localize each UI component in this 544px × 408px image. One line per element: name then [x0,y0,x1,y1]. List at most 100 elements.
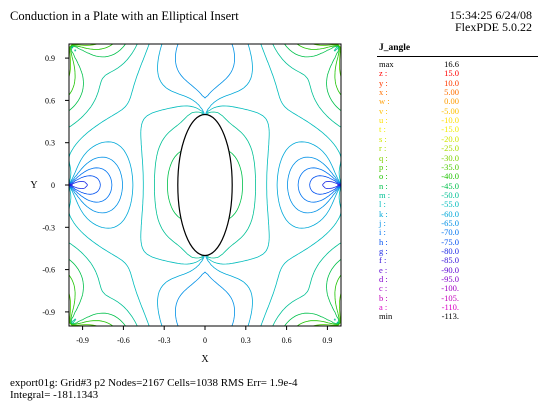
x-tick-label: -0.6 [117,336,130,345]
legend-entry: i : -70.0 [379,228,459,237]
legend-entry: u : -10.0 [379,116,459,125]
legend-value: -50.0 [441,189,459,200]
x-tick-label: 0 [203,336,207,345]
x-tick-label: 0.3 [241,336,251,345]
legend-entry: a : -110. [379,303,459,312]
legend-key: c : [379,283,388,294]
x-axis-label: X [201,354,209,365]
y-tick-label: -0.9 [42,308,55,317]
legend-key: min [379,311,393,322]
legend-key: a : [379,302,388,313]
legend-entry: x : 5.00 [379,88,459,97]
x-tick-label: -0.9 [76,336,89,345]
legend-entry: r : -25.0 [379,144,459,153]
legend-key: p : [379,161,388,172]
legend-key: f : [379,255,387,266]
legend-key: l : [379,199,386,210]
legend-entry: t : -15.0 [379,125,459,134]
contour-lines [68,43,342,327]
legend-key: o : [379,171,388,182]
legend-entry: p : -35.0 [379,161,459,172]
legend-value: 15.0 [444,68,459,79]
legend-value: -80.0 [441,246,459,256]
legend-value: 16.6 [444,59,459,69]
legend-key: u : [379,115,388,126]
y-axis-ticks: 0.9 0.6 0.3 0 -0.3 -0.6 -0.9 [42,54,69,317]
y-tick-label: -0.6 [42,266,55,275]
y-tick-label: 0.9 [45,54,55,63]
contour-line-h [68,175,342,195]
legend-value: -90.0 [441,264,459,275]
legend-value: -100. [441,283,459,294]
legend-entry: m : -50.0 [379,189,459,200]
legend-value: -5.00 [441,105,459,116]
legend-key: n : [379,180,388,191]
legend-title: J_angle [379,43,411,53]
y-tick-label: 0.3 [45,139,55,148]
legend-value: -45.0 [441,180,459,191]
legend-entry: o : -40.0 [379,172,459,181]
legend-entry: j : -65.0 [379,217,459,228]
legend-value: -15.0 [441,124,459,135]
legend-key: h : [379,236,388,247]
legend-key: b : [379,292,388,303]
legend-entry: b : -105. [379,292,459,303]
legend-key: max [379,59,394,69]
legend-entry: z : 15.0 [379,69,459,78]
legend-entry: g : -80.0 [379,247,459,256]
x-tick-label: 0.9 [322,336,332,345]
legend-value: -25.0 [441,143,459,154]
legend-key: j : [379,217,386,228]
legend-key: t : [379,124,386,135]
legend-value: -65.0 [441,217,459,228]
contour-line-n [68,43,342,327]
legend-value: 5.00 [444,87,459,98]
legend-entry: min -113. [379,312,459,321]
legend-value: -75.0 [441,236,459,247]
legend-key: s : [379,133,387,144]
legend-entry: q : -30.0 [379,152,459,163]
legend-key: w : [379,96,390,107]
legend-key: r : [379,143,387,154]
run-stamp: 15:34:25 6/24/08 FlexPDE 5.0.22 [450,9,532,33]
legend-entry: e : -90.0 [379,264,459,275]
y-tick-label: 0.6 [45,96,55,105]
legend-value: -70.0 [441,227,459,238]
x-tick-label: 0.6 [282,336,292,345]
legend-key: y : [379,77,388,88]
legend-value: -105. [441,292,459,303]
legend-entry: max 16.6 [379,60,459,69]
y-tick-label: -0.3 [42,223,55,232]
x-axis-ticks: -0.9 -0.6 -0.3 0 0.3 0.6 0.9 [76,326,332,345]
legend-key: d : [379,274,388,285]
legend-value: -95.0 [441,274,459,285]
legend-entry: v : -5.00 [379,105,459,116]
legend-key: x : [379,87,388,98]
elliptical-insert [177,113,233,257]
contour-line-g [68,181,342,189]
run-statistics: export01g: Grid#3 p2 Nodes=2167 Cells=10… [10,377,298,389]
legend-value: 0.00 [444,96,459,107]
legend-value: -10.0 [441,115,459,126]
legend-key: q : [379,152,388,163]
legend-entry: l : -55.0 [379,200,459,209]
contour-line-o [68,43,342,327]
legend-entry: c : -100. [379,284,459,293]
legend-key: g : [379,246,388,256]
legend-value: -30.0 [441,152,459,163]
legend-entry: k : -60.0 [379,209,459,219]
legend-divider [377,56,538,57]
plot-title: Conduction in a Plate with an Elliptical… [10,9,239,23]
y-axis-label: Y [30,180,37,191]
x-tick-label: -0.3 [158,336,171,345]
legend-value: -40.0 [441,171,459,182]
legend-value: -110. [441,302,459,313]
legend-value: -113. [441,311,459,322]
legend-entry: w : 0.00 [379,97,459,106]
software-version: FlexPDE 5.0.22 [454,20,532,34]
legend-key: v : [379,105,388,116]
legend-entry: h : -75.0 [379,236,459,247]
legend-key: i : [379,227,386,238]
contour-line-j [68,43,342,327]
